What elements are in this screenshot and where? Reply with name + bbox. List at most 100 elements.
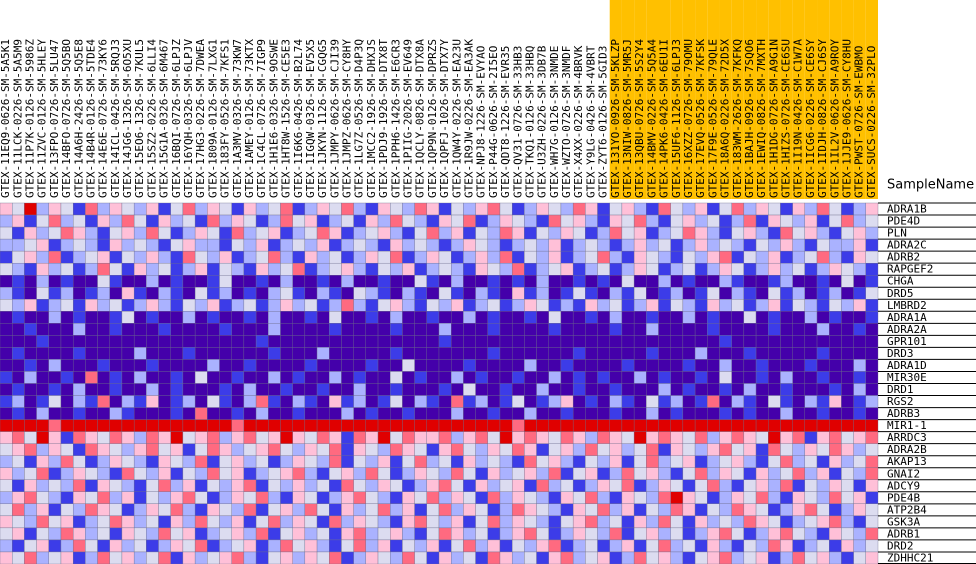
heatmap-cell xyxy=(829,479,842,492)
heatmap-cell xyxy=(597,431,610,444)
heatmap-cell xyxy=(548,383,562,396)
heatmap-cell xyxy=(621,371,635,384)
heatmap-cell xyxy=(463,299,476,312)
heatmap-cell xyxy=(341,383,354,396)
heatmap-cell xyxy=(646,467,659,480)
heatmap-cell xyxy=(133,335,147,348)
heatmap-cell xyxy=(231,226,245,240)
heatmap-cell xyxy=(0,359,13,372)
heatmap-cell xyxy=(329,527,342,541)
heatmap-cell xyxy=(621,262,635,276)
heatmap-cell xyxy=(853,202,866,216)
heatmap-cell xyxy=(268,347,281,360)
heatmap-cell xyxy=(109,275,123,288)
heatmap-cell xyxy=(719,214,732,228)
column-highlight xyxy=(780,0,793,199)
heatmap-cell xyxy=(158,299,171,312)
heatmap-cell xyxy=(243,335,257,348)
heatmap-cell xyxy=(316,287,330,300)
heatmap-cell xyxy=(694,238,708,252)
heatmap-cell xyxy=(97,359,110,372)
heatmap-cell xyxy=(146,335,159,348)
heatmap-cell xyxy=(511,359,525,372)
heatmap-cell xyxy=(207,371,220,384)
heatmap-cell xyxy=(97,491,110,505)
heatmap-cell xyxy=(755,455,769,468)
heatmap-cell xyxy=(609,250,623,264)
heatmap-cell xyxy=(597,443,610,456)
heatmap-cell xyxy=(292,539,306,553)
heatmap-cell xyxy=(682,226,696,240)
heatmap-cell xyxy=(463,371,476,384)
heatmap-cell xyxy=(268,250,281,264)
heatmap-cell xyxy=(646,491,659,505)
heatmap-cell xyxy=(231,214,245,228)
column-highlight xyxy=(768,0,781,199)
heatmap-cell xyxy=(499,262,513,276)
heatmap-cell xyxy=(829,335,842,348)
heatmap-cell xyxy=(365,359,379,372)
heatmap-cell xyxy=(719,347,732,360)
heatmap-cell xyxy=(72,238,86,252)
heatmap-cell xyxy=(865,311,879,324)
heatmap-cell xyxy=(451,275,464,288)
heatmap-cell xyxy=(816,383,830,396)
heatmap-cell xyxy=(72,467,86,480)
heatmap-cell xyxy=(804,431,818,444)
heatmap-cell xyxy=(560,347,574,360)
heatmap-cell xyxy=(609,443,623,456)
heatmap-cell xyxy=(48,503,62,517)
heatmap-cell xyxy=(292,202,306,216)
heatmap-cell xyxy=(438,551,452,564)
heatmap-cell xyxy=(109,299,123,312)
heatmap-cell xyxy=(560,250,574,264)
heatmap-cell xyxy=(633,455,647,468)
heatmap-cell xyxy=(621,238,635,252)
heatmap-cell xyxy=(158,443,171,456)
heatmap-cell xyxy=(280,539,293,553)
heatmap-cell xyxy=(353,311,367,324)
heatmap-cell xyxy=(511,347,525,360)
heatmap-cell xyxy=(158,335,171,348)
heatmap-cell xyxy=(609,347,623,360)
heatmap-cell xyxy=(707,262,720,276)
heatmap-cell xyxy=(255,491,269,505)
heatmap-cell xyxy=(780,467,793,480)
heatmap-cell xyxy=(0,395,13,408)
heatmap-cell xyxy=(451,299,464,312)
heatmap-cell xyxy=(146,479,159,492)
heatmap-cell xyxy=(694,431,708,444)
heatmap-cell xyxy=(316,407,330,420)
heatmap-cell xyxy=(585,419,598,432)
heatmap-cell xyxy=(633,395,647,408)
heatmap-cell xyxy=(792,395,806,408)
heatmap-cell xyxy=(755,359,769,372)
heatmap-cell xyxy=(121,287,135,300)
heatmap-cell xyxy=(146,431,159,444)
heatmap-cell xyxy=(792,202,806,216)
heatmap-cell xyxy=(865,287,879,300)
heatmap-cell xyxy=(780,395,793,408)
heatmap-cell xyxy=(133,275,147,288)
heatmap-cell xyxy=(719,202,732,216)
heatmap-cell xyxy=(755,323,769,336)
heatmap-cell xyxy=(353,491,367,505)
heatmap-cell xyxy=(511,226,525,240)
heatmap-cell xyxy=(780,407,793,420)
heatmap-cell xyxy=(390,515,403,529)
heatmap-cell xyxy=(829,226,842,240)
heatmap-cell xyxy=(560,202,574,216)
heatmap-cell xyxy=(341,431,354,444)
heatmap-cell xyxy=(231,527,245,541)
heatmap-cell xyxy=(426,214,440,228)
heatmap-cell xyxy=(451,431,464,444)
heatmap-cell xyxy=(158,262,171,276)
heatmap-cell xyxy=(219,503,232,517)
heatmap-cell xyxy=(365,202,379,216)
heatmap-cell xyxy=(97,311,110,324)
heatmap-cell xyxy=(865,503,879,517)
heatmap-cell xyxy=(694,250,708,264)
heatmap-cell xyxy=(682,383,696,396)
heatmap-cell xyxy=(353,503,367,517)
heatmap-cell xyxy=(414,226,427,240)
